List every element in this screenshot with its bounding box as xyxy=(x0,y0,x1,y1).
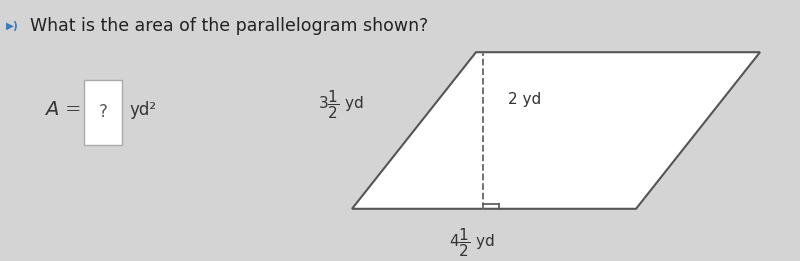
Text: 2 yd: 2 yd xyxy=(508,92,542,107)
Text: ▶): ▶) xyxy=(6,21,19,31)
Text: ?: ? xyxy=(98,103,108,121)
Text: $4\dfrac{1}{2}$ yd: $4\dfrac{1}{2}$ yd xyxy=(450,226,494,259)
Text: $3\dfrac{1}{2}$ yd: $3\dfrac{1}{2}$ yd xyxy=(318,88,364,121)
Text: $A$ =: $A$ = xyxy=(44,101,81,118)
Polygon shape xyxy=(352,52,760,209)
FancyBboxPatch shape xyxy=(84,80,122,145)
Text: What is the area of the parallelogram shown?: What is the area of the parallelogram sh… xyxy=(30,17,429,35)
Text: yd²: yd² xyxy=(130,101,157,118)
